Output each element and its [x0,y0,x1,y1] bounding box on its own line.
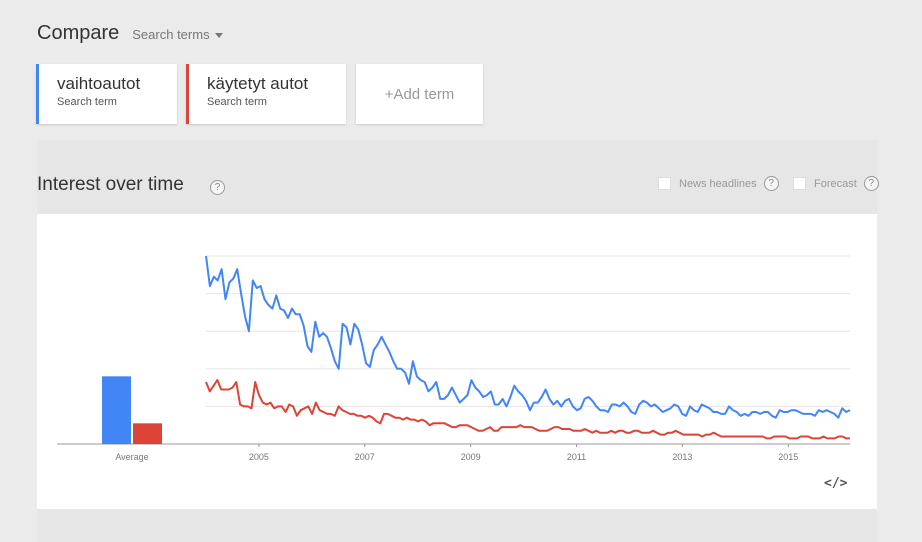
panel-title: Interest over time [37,174,184,195]
term-type-label: Search term [207,96,267,108]
term-card-vaihtoautot[interactable]: vaihtoautot Search term [36,64,177,124]
search-terms-dropdown[interactable]: Search terms [132,27,223,42]
term-card-kaytetyt-autot[interactable]: käytetyt autot Search term [186,64,346,124]
series-line-vaihtoautot [205,255,851,419]
help-icon[interactable]: ? [210,180,225,195]
series-line-kaytetyt-autot [205,379,850,440]
forecast-option: Forecast ? [793,176,879,191]
forecast-checkbox[interactable] [793,177,806,190]
term-type-label: Search term [57,96,117,108]
average-bar-vaihtoautot [102,376,131,444]
x-tick-label: 2015 [778,452,798,462]
compare-header: Compare Search terms [37,22,223,45]
average-bar-kaytetyt-autot [133,423,162,444]
news-headlines-checkbox[interactable] [658,177,671,190]
caret-down-icon [214,33,223,38]
compare-title: Compare [37,22,120,44]
chart-card: Average 2005 2007 2009 2011 2013 2015 </> [37,214,877,509]
term-name: käytetyt autot [207,74,309,93]
x-tick-label: 2013 [672,452,692,462]
search-terms-dropdown-label: Search terms [132,27,210,42]
x-tick-label: 2007 [355,452,375,462]
x-tick-label: 2011 [567,452,586,462]
term-name: vaihtoautot [57,74,141,93]
embed-code-icon[interactable]: </> [824,476,848,491]
news-headlines-label: News headlines [679,177,757,190]
news-headlines-option: News headlines ? [658,176,779,191]
interest-over-time-panel: Interest over time ? News headlines ? Fo… [37,140,879,542]
help-icon[interactable]: ? [763,176,779,191]
average-label: Average [115,452,148,462]
forecast-label: Forecast [814,177,857,190]
interest-chart: Average 2005 2007 2009 2011 2013 2015 [57,255,851,462]
add-term-button[interactable]: +Add term [356,64,483,124]
x-tick-label: 2009 [461,452,481,462]
x-tick-label: 2005 [249,452,269,462]
help-icon[interactable]: ? [863,176,879,191]
